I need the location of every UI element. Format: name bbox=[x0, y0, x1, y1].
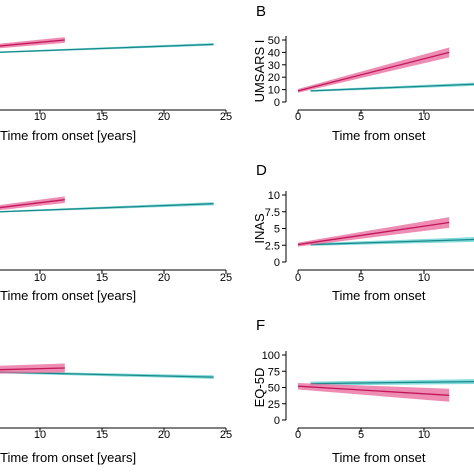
x-tick-label: 25 bbox=[220, 429, 232, 441]
x-axis-title: Time from onset bbox=[332, 288, 426, 303]
y-tick-label: 0 bbox=[274, 415, 280, 427]
series-a-band-c bbox=[0, 196, 65, 219]
y-axis-title: EQ-5D bbox=[252, 368, 267, 408]
x-tick-label: 15 bbox=[96, 272, 108, 284]
y-tick-label: 10 bbox=[268, 85, 280, 97]
series-a-band-f bbox=[298, 383, 449, 402]
x-tick-label: 5 bbox=[358, 272, 364, 284]
y-axis-title: UMSARS I bbox=[252, 40, 267, 103]
x-axis-title: Time from onset [years] bbox=[0, 450, 136, 465]
x-tick-label: 20 bbox=[158, 111, 170, 123]
x-tick-label: 10 bbox=[34, 272, 46, 284]
y-axis-title: INAS bbox=[252, 213, 267, 244]
x-tick-label: 5 bbox=[358, 111, 364, 123]
x-tick-label: 5 bbox=[358, 429, 364, 441]
x-tick-label: 10 bbox=[418, 111, 430, 123]
x-tick-label: 10 bbox=[34, 111, 46, 123]
x-tick-label: 10 bbox=[418, 429, 430, 441]
y-tick-label: 0 bbox=[274, 97, 280, 109]
y-tick-label: 20 bbox=[268, 72, 280, 84]
y-tick-label: 100 bbox=[262, 350, 280, 362]
y-tick-label: 75 bbox=[268, 366, 280, 378]
x-tick-label: 25 bbox=[220, 111, 232, 123]
panel-letter: F bbox=[256, 317, 265, 334]
y-tick-label: 10 bbox=[268, 190, 280, 202]
x-axis-title: Time from onset bbox=[332, 450, 426, 465]
y-tick-label: 40 bbox=[268, 47, 280, 59]
x-axis-title: Time from onset [years] bbox=[0, 128, 136, 143]
y-tick-label: 5 bbox=[274, 224, 280, 236]
y-tick-label: 50 bbox=[268, 35, 280, 47]
panel-letter: B bbox=[256, 3, 266, 20]
x-tick-label: 10 bbox=[418, 272, 430, 284]
y-tick-label: 25 bbox=[268, 399, 280, 411]
y-tick-label: 0 bbox=[274, 257, 280, 269]
x-axis-title: Time from onset bbox=[332, 128, 426, 143]
panel-letter: D bbox=[256, 162, 267, 179]
x-tick-label: 15 bbox=[96, 429, 108, 441]
y-tick-label: 50 bbox=[268, 383, 280, 395]
x-tick-label: 0 bbox=[295, 429, 301, 441]
x-tick-label: 25 bbox=[220, 272, 232, 284]
x-tick-label: 10 bbox=[34, 429, 46, 441]
x-tick-label: 20 bbox=[158, 272, 170, 284]
series-b-line-a bbox=[0, 44, 214, 55]
x-tick-label: 20 bbox=[158, 429, 170, 441]
x-tick-label: 0 bbox=[295, 272, 301, 284]
x-axis-title: Time from onset [years] bbox=[0, 288, 136, 303]
x-tick-label: 15 bbox=[96, 111, 108, 123]
x-tick-label: 0 bbox=[295, 111, 301, 123]
y-tick-label: 30 bbox=[268, 60, 280, 72]
